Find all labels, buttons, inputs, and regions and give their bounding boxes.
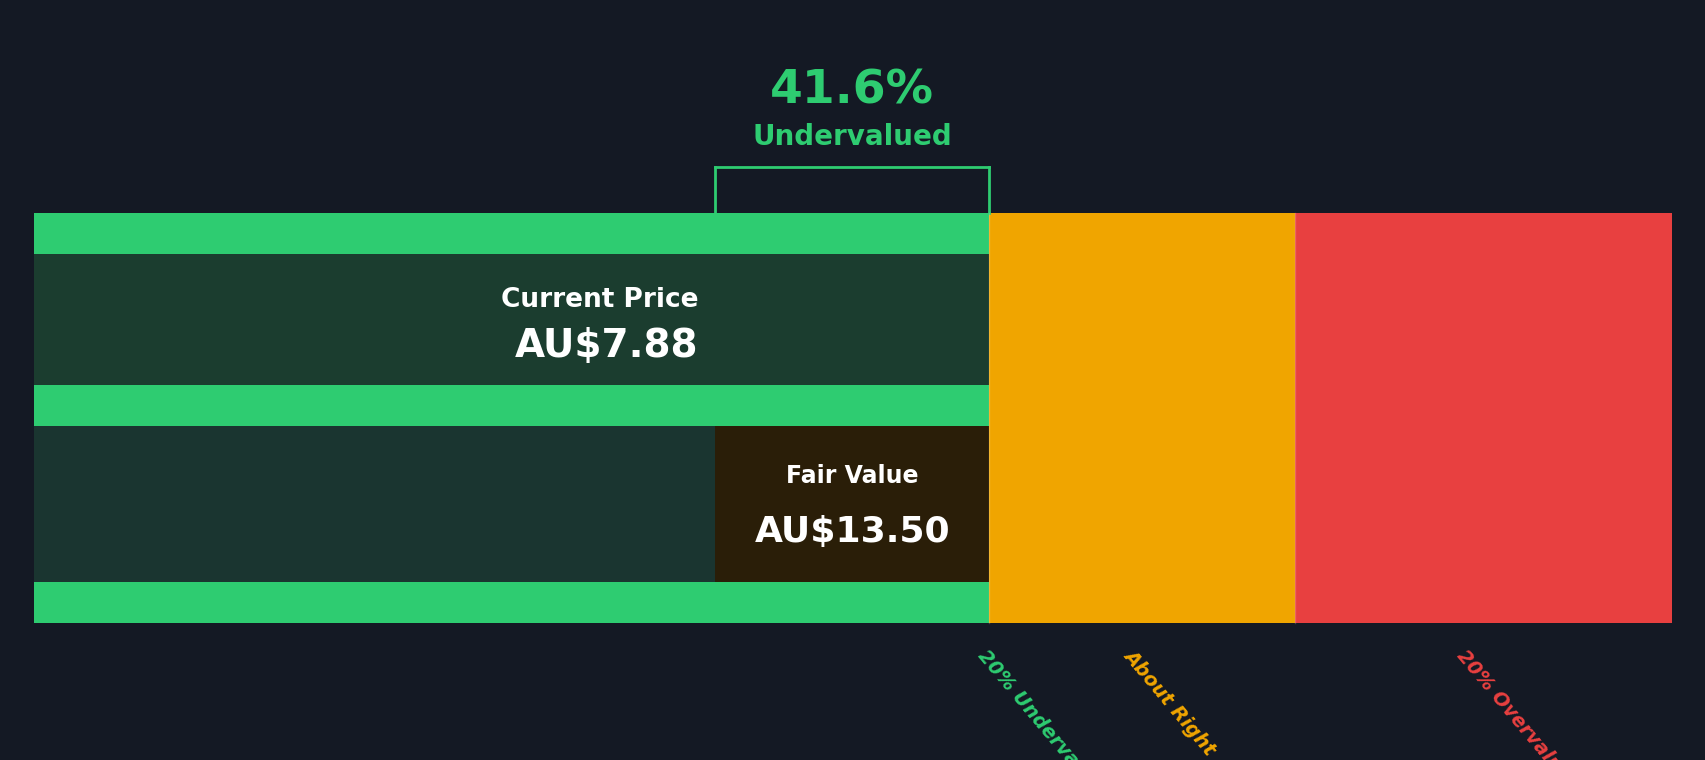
- Text: 20% Overvalued: 20% Overvalued: [1451, 646, 1582, 760]
- Text: About Right: About Right: [1120, 646, 1219, 758]
- Bar: [714, 426, 989, 582]
- Text: Undervalued: Undervalued: [752, 123, 951, 150]
- Bar: [34, 582, 989, 623]
- Text: Current Price: Current Price: [501, 287, 697, 313]
- Bar: [34, 213, 989, 623]
- Text: Fair Value: Fair Value: [786, 464, 917, 488]
- Bar: [34, 254, 989, 385]
- Bar: [34, 254, 714, 385]
- Text: AU$13.50: AU$13.50: [754, 515, 950, 549]
- Text: 20% Undervalued: 20% Undervalued: [974, 646, 1113, 760]
- Bar: [34, 385, 989, 426]
- Text: 41.6%: 41.6%: [769, 68, 934, 114]
- Bar: [1294, 213, 1671, 623]
- Bar: [989, 213, 1294, 623]
- Text: AU$7.88: AU$7.88: [515, 327, 697, 365]
- Bar: [34, 426, 989, 582]
- Bar: [34, 213, 989, 254]
